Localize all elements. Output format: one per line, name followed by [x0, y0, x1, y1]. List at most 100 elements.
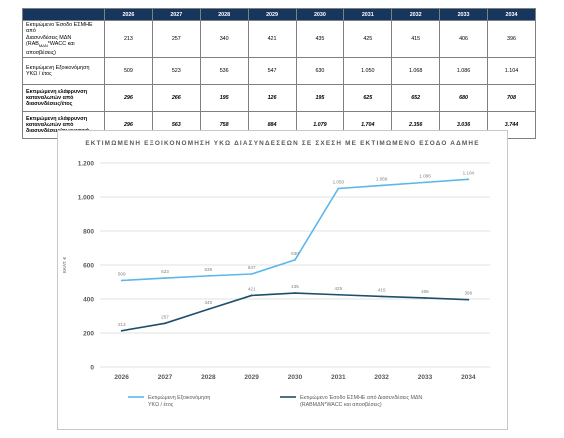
- data-point: [294, 259, 296, 261]
- data-label: 425: [334, 286, 342, 291]
- data-point: [164, 277, 166, 279]
- y-tick-label: 1.000: [78, 195, 95, 202]
- table-cell: 536: [199, 57, 249, 86]
- table-cell: 680: [439, 84, 488, 113]
- row-label-subscript: ΜΔΝ: [38, 43, 48, 49]
- year-header: 2032: [391, 8, 441, 21]
- data-point: [120, 279, 123, 282]
- year-header: 2030: [295, 8, 345, 21]
- table-cell: 1.104: [487, 57, 536, 86]
- data-label: 630: [291, 251, 299, 256]
- row-label-line: Διασυνδέσεις ΜΔΝ: [26, 34, 72, 41]
- data-label: 257: [161, 314, 169, 319]
- table-cell: 523: [151, 57, 201, 86]
- x-tick-label: 2034: [461, 374, 476, 381]
- table-cell: 266: [151, 84, 201, 113]
- y-tick-label: 600: [83, 263, 94, 270]
- table-row: Εκτιμώμενο Έσοδο ΕΣΜΗΕ από Διασυνδέσεις Μ…: [22, 19, 536, 59]
- row-label-line: διασυνδέσεις/έτος: [26, 101, 73, 108]
- legend-label: Εκτιμώμενο Έσοδο ΕΣΜΗΕ από Διασυνδέσεις …: [300, 394, 422, 401]
- table-cell: 1.068: [391, 57, 441, 86]
- year-header: 2029: [247, 8, 297, 21]
- table-row: Εκτιμώμενη Εξοικονόμηση ΥΚΩ / έτος 509 523 5…: [22, 57, 536, 86]
- data-label: 421: [248, 286, 256, 291]
- data-point: [424, 181, 426, 184]
- data-point: [207, 274, 210, 277]
- y-tick-label: 200: [83, 331, 94, 338]
- data-label: 396: [464, 291, 472, 296]
- table-cell: 630: [295, 57, 345, 86]
- table-cell: 435: [295, 19, 345, 59]
- data-table: 2026 2027 2028 2029 2030 2031 2032 2033 …: [22, 8, 536, 140]
- row-label-line: (RAB: [26, 41, 39, 48]
- table-header-corner: [22, 8, 105, 21]
- row-label-line: ΥΚΩ / έτος: [26, 71, 52, 78]
- table-cell: 509: [104, 57, 153, 86]
- table-cell: 213: [104, 19, 153, 59]
- row-label: Εκτιμώμενη Εξοικονόμηση ΥΚΩ / έτος: [22, 57, 105, 86]
- data-label: 1.104: [463, 170, 475, 175]
- x-tick-label: 2029: [244, 374, 259, 381]
- table-cell: 396: [487, 19, 536, 59]
- legend-label: ΥΚΩ / έτος: [148, 401, 174, 408]
- x-tick-label: 2031: [331, 374, 346, 381]
- table-cell: 547: [247, 57, 297, 86]
- x-tick-label: 2027: [158, 374, 173, 381]
- y-tick-label: 400: [83, 297, 94, 304]
- year-header: 2033: [439, 8, 488, 21]
- table-cell: 195: [295, 84, 345, 113]
- data-label: 547: [248, 265, 256, 270]
- year-header: 2028: [199, 8, 249, 21]
- x-tick-label: 2028: [201, 374, 216, 381]
- year-header: 2027: [151, 8, 201, 21]
- table-cell: 421: [247, 19, 297, 59]
- row-label-line: Εκτιμώμενη ελάφρυνση: [26, 88, 88, 95]
- data-point: [380, 184, 383, 187]
- data-point: [424, 297, 426, 299]
- table-cell: 195: [199, 84, 249, 113]
- chart-title: ΕΚΤΙΜΩΜΕΝΗ ΕΞΟΙΚΟΝΟΜΗΣΗ ΥΚΩ ΔΙΑΣΥΝΔΕΣΕΩΝ…: [85, 140, 480, 147]
- row-label-line: *WACC και αποσβέσεις): [26, 41, 75, 56]
- table-cell: 340: [199, 19, 249, 59]
- data-label: 1.068: [376, 176, 388, 181]
- table-cell: 1.086: [439, 57, 488, 86]
- table-cell: 708: [487, 84, 536, 113]
- data-label: 523: [161, 269, 169, 274]
- row-label-line: Εκτιμώμενο Έσοδο ΕΣΜΗΕ από: [26, 22, 93, 35]
- data-label: 435: [291, 284, 299, 289]
- legend-label: (RABΜΔΝ*WACC και αποσβέσεις): [300, 401, 382, 408]
- x-tick-label: 2030: [288, 374, 303, 381]
- data-point: [380, 295, 383, 298]
- x-tick-label: 2033: [418, 374, 433, 381]
- data-label: 509: [118, 271, 126, 276]
- table-cell: 652: [391, 84, 441, 113]
- data-label: 415: [378, 287, 386, 292]
- table-cell: 425: [343, 19, 393, 59]
- data-label: 1.050: [333, 180, 345, 185]
- data-point: [250, 294, 253, 297]
- table-header-row: 2026 2027 2028 2029 2030 2031 2032 2033 …: [22, 8, 536, 21]
- x-tick-label: 2026: [114, 374, 129, 381]
- data-point: [467, 178, 470, 181]
- year-header: 2026: [104, 8, 153, 21]
- y-tick-label: 800: [83, 229, 94, 236]
- data-point: [337, 187, 340, 190]
- data-label: 536: [204, 267, 212, 272]
- data-label: 1.086: [419, 173, 431, 178]
- y-axis-label: ΕΚΑΤ. €: [62, 257, 67, 273]
- table-cell: 296: [104, 84, 153, 113]
- year-header: 2034: [487, 8, 536, 21]
- data-point: [207, 308, 210, 311]
- table-cell: 625: [343, 84, 393, 113]
- row-label-line: καταναλωτών από: [26, 94, 74, 101]
- y-tick-label: 1.200: [78, 161, 95, 168]
- data-point: [250, 273, 253, 275]
- row-label-line: καταναλωτών από: [26, 121, 74, 128]
- year-header: 2031: [343, 8, 393, 21]
- row-label-line: Εκτιμώμενη ελάφρυνση: [26, 115, 88, 122]
- y-tick-label: 0: [90, 365, 94, 372]
- table-cell: 257: [151, 19, 201, 59]
- chart-container: ΕΚΤΙΜΩΜΕΝΗ ΕΞΟΙΚΟΝΟΜΗΣΗ ΥΚΩ ΔΙΑΣΥΝΔΕΣΕΩΝ…: [57, 130, 508, 430]
